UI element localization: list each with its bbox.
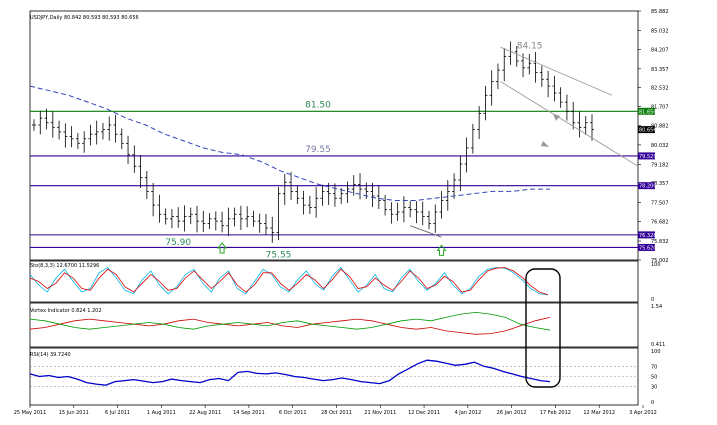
trend-channel-upper bbox=[500, 46, 613, 96]
price-axis-label: 83.357 bbox=[651, 67, 669, 73]
price-axis-label: 85.032 bbox=[651, 28, 669, 34]
x-axis-label: 6 Oct 2011 bbox=[279, 410, 307, 416]
x-axis-label: 12 Dec 2011 bbox=[408, 410, 440, 416]
x-axis-label: 14 Sep 2011 bbox=[233, 410, 265, 416]
trend-channel-lower bbox=[500, 81, 639, 167]
vortex-label: Vortex Indicator 0.824 1.202 bbox=[30, 308, 102, 314]
rsi-label: RSI(14) 39.7240 bbox=[30, 352, 71, 358]
rsi-axis-label: 30 bbox=[651, 385, 657, 391]
stochastic-series-line bbox=[29, 267, 549, 296]
price-axis-label: 80.032 bbox=[651, 143, 669, 149]
x-axis-label: 21 Nov 2011 bbox=[364, 410, 396, 416]
level-price-tag bbox=[638, 243, 655, 251]
low-annotation: 75.55 bbox=[266, 250, 292, 260]
x-axis-label: 3 Apr 2012 bbox=[629, 410, 657, 416]
level-price-tag bbox=[638, 231, 655, 239]
level-annotation: 79.55 bbox=[305, 145, 331, 155]
level-price-tag-text: 76.326 bbox=[639, 233, 657, 239]
price-panel-frame bbox=[29, 10, 639, 261]
x-axis-label: 22 Aug 2011 bbox=[189, 410, 221, 416]
gray-arrow-icon bbox=[541, 141, 549, 148]
moving-average-line bbox=[29, 85, 550, 201]
x-axis-label: 4 Jan 2012 bbox=[454, 410, 481, 416]
level-price-tag bbox=[638, 107, 655, 115]
x-axis-label: 12 Mar 2012 bbox=[583, 410, 615, 416]
vortex-series-line bbox=[29, 317, 551, 335]
rsi-axis-label: 70 bbox=[651, 364, 657, 370]
price-axis-label: 79.182 bbox=[651, 162, 669, 168]
x-axis-label: 28 Oct 2011 bbox=[321, 410, 352, 416]
price-axis-label: 77.507 bbox=[651, 201, 669, 207]
price-axis-label: 75.002 bbox=[651, 258, 669, 264]
rsi-axis-label: 50 bbox=[651, 375, 657, 381]
price-axis-label: 82.532 bbox=[651, 86, 669, 92]
current-price-tag-text: 80.656 bbox=[639, 128, 657, 134]
vortex-axis-label: 0.411 bbox=[651, 342, 665, 348]
x-axis-label: 25 May 2011 bbox=[14, 410, 47, 416]
x-axis-label: 6 Jul 2011 bbox=[105, 410, 130, 416]
vortex-axis-label: 1.54 bbox=[651, 304, 662, 310]
level-price-tag-text: 81.650 bbox=[639, 109, 657, 115]
stochastic-series-line bbox=[29, 266, 549, 296]
vortex-panel-frame bbox=[29, 302, 639, 348]
level-price-tag bbox=[638, 182, 655, 190]
level-annotation: 81.50 bbox=[305, 100, 331, 110]
price-axis-label: 81.707 bbox=[651, 105, 669, 111]
price-axis-label: 84.207 bbox=[651, 47, 669, 53]
up-arrow-icon bbox=[217, 242, 228, 254]
level-price-tag bbox=[638, 152, 655, 160]
price-axis-label: 78.357 bbox=[651, 181, 669, 187]
level-price-tag-text: 79.529 bbox=[639, 154, 657, 160]
current-price-tag bbox=[638, 126, 655, 134]
rsi-axis-label: 0 bbox=[651, 400, 654, 406]
x-axis-label: 17 Feb 2012 bbox=[540, 410, 571, 416]
x-axis-label: 15 Jun 2011 bbox=[59, 410, 89, 416]
price-axis-label: 85.882 bbox=[651, 9, 669, 15]
level-price-tag-text: 75.620 bbox=[639, 245, 657, 251]
low-annotation: 75.90 bbox=[165, 238, 191, 248]
price-axis-label: 80.882 bbox=[651, 123, 669, 129]
stochastic-axis-label: 100 bbox=[651, 262, 661, 268]
rsi-series-line bbox=[29, 359, 551, 386]
level-price-tag-text: 78.200 bbox=[639, 184, 657, 190]
stochastic-panel-frame bbox=[29, 260, 639, 303]
x-axis-label: 26 Jan 2012 bbox=[497, 410, 527, 416]
chart-title: USDJPY,Daily 80.842 80.593 80.593 80.656 bbox=[30, 15, 139, 21]
stochastic-axis-label: 0 bbox=[651, 297, 654, 303]
gray-arrow-icon bbox=[553, 113, 560, 121]
x-axis-label: 1 Aug 2011 bbox=[147, 410, 176, 416]
stochastic-label: Sto(8,3,3) 12.6700 11.5296 bbox=[30, 263, 99, 269]
highlight-box bbox=[525, 268, 561, 388]
support-trendline bbox=[410, 225, 442, 238]
high-annotation: 84.15 bbox=[517, 42, 543, 52]
price-axis-label: 75.832 bbox=[651, 239, 669, 245]
up-arrow-icon bbox=[436, 244, 447, 256]
price-axis-label: 76.682 bbox=[651, 220, 669, 226]
rsi-axis-label: 100 bbox=[651, 349, 661, 355]
vortex-series-line bbox=[29, 311, 551, 331]
